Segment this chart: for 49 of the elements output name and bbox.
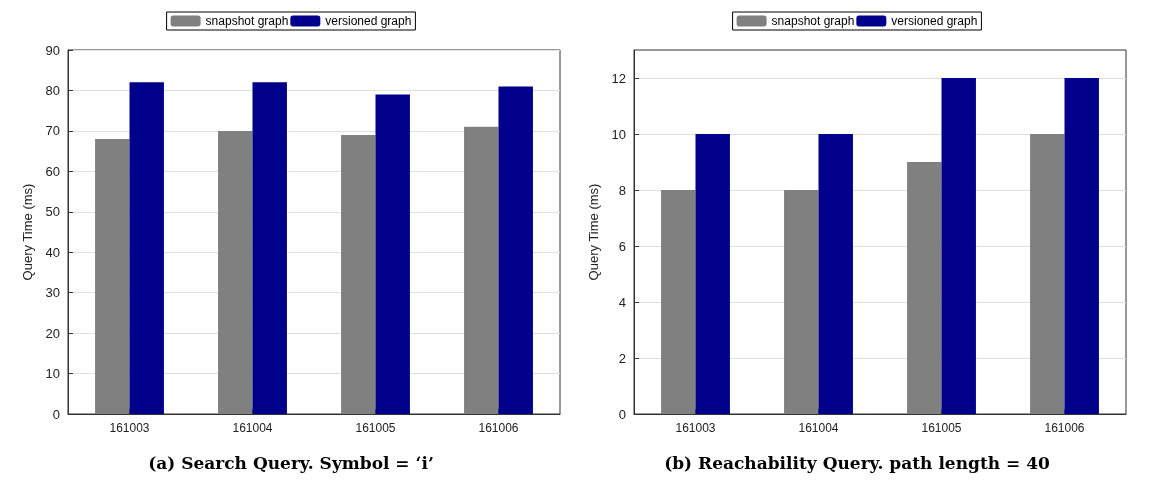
y-axis-title: Query Time (ms) <box>20 183 35 281</box>
x-tick-label: 161003 <box>109 421 150 435</box>
y-tick-label: 80 <box>45 82 60 98</box>
text: (a) Search Query. Symbol = ‘i’ <box>148 452 434 473</box>
bar <box>129 82 164 414</box>
legend-label: versioned graph <box>325 14 412 28</box>
bar <box>95 138 130 414</box>
y-tick-label: 10 <box>611 126 626 142</box>
bar <box>464 126 499 414</box>
bar <box>252 82 287 414</box>
y-tick-label: 4 <box>618 294 626 310</box>
bar <box>784 190 819 414</box>
bar <box>1064 78 1099 414</box>
y-tick-label: 50 <box>45 204 60 220</box>
y-axis-title: Query Time (ms) <box>586 183 601 281</box>
y-tick-label: 60 <box>45 163 60 179</box>
bar <box>375 94 410 414</box>
y-tick-label: 6 <box>618 238 626 254</box>
x-tick-label: 161006 <box>1044 421 1085 435</box>
y-tick-label: 0 <box>52 406 60 422</box>
x-tick-label: 161003 <box>675 421 716 435</box>
bar <box>341 134 376 414</box>
y-tick-label: 10 <box>45 366 60 382</box>
bar <box>695 134 730 414</box>
y-tick-label: 70 <box>45 123 60 139</box>
y-tick-label: 8 <box>618 182 626 198</box>
y-tick-label: 40 <box>45 244 60 260</box>
text: (b) Reachability Query. path length = 40 <box>664 452 1051 473</box>
bar <box>661 190 696 414</box>
legend-label: snapshot graph <box>771 14 855 28</box>
legend-label: snapshot graph <box>205 14 289 28</box>
x-tick-label: 161004 <box>232 421 273 435</box>
y-tick-label: 20 <box>45 325 60 341</box>
bar <box>907 162 942 414</box>
y-tick-label: 12 <box>611 70 626 86</box>
y-tick-label: 2 <box>618 350 626 366</box>
y-tick-label: 30 <box>45 285 60 301</box>
x-tick-label: 161004 <box>798 421 839 435</box>
x-tick-label: 161006 <box>478 421 519 435</box>
bar <box>498 86 533 414</box>
y-tick-label: 0 <box>618 406 626 422</box>
legend-label: versioned graph <box>891 14 978 28</box>
bar <box>218 130 253 414</box>
bar <box>941 78 976 414</box>
bar <box>1030 134 1065 414</box>
y-tick-label: 90 <box>45 42 60 58</box>
x-tick-label: 161005 <box>355 421 396 435</box>
bar <box>818 134 853 414</box>
x-tick-label: 161005 <box>921 421 962 435</box>
